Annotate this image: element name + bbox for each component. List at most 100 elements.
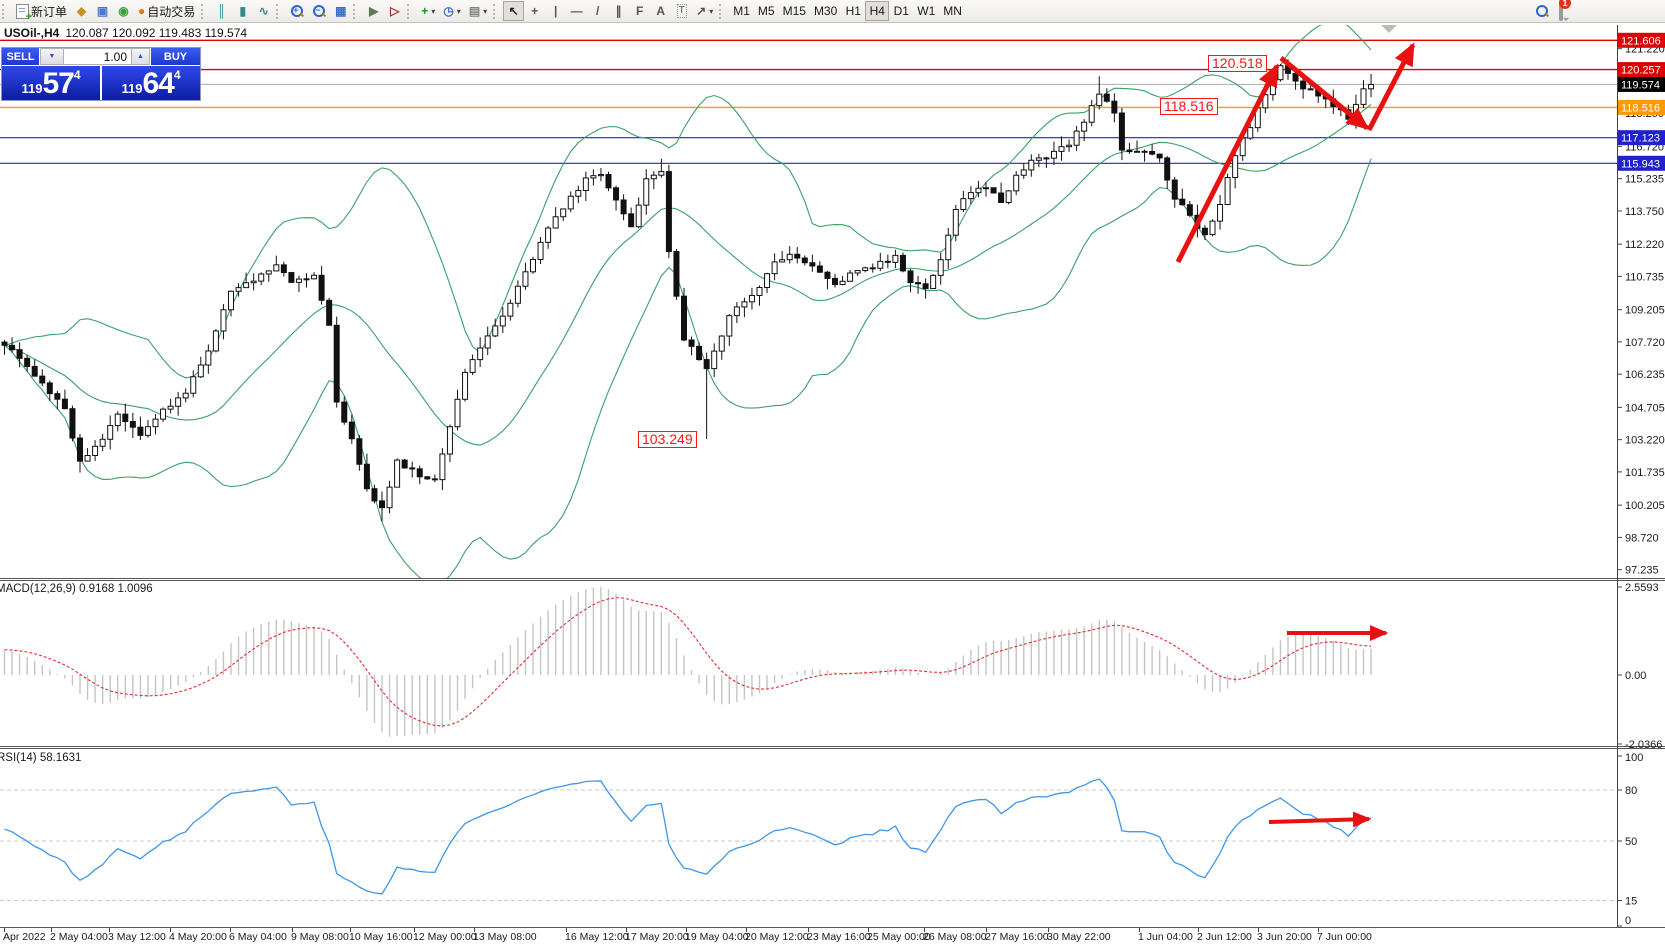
timeframe-m15-button[interactable]: M15 bbox=[779, 1, 810, 21]
auto-scroll-icon: ▶ bbox=[369, 4, 379, 18]
crosshair-button[interactable]: + bbox=[524, 1, 545, 21]
indicators-button[interactable]: + ▾ bbox=[417, 1, 439, 21]
trendline-button[interactable]: / bbox=[587, 1, 608, 21]
rsi-tick-label: 100 bbox=[1625, 752, 1643, 764]
dropdown-caret-icon: ▾ bbox=[483, 6, 488, 16]
chat-button[interactable]: 1 bbox=[1559, 0, 1571, 21]
toolbar-group-chart-type: ║ ▮ ∿ bbox=[199, 0, 274, 22]
price-badge-label: 119.574 bbox=[1621, 79, 1660, 91]
rsi-indicator bbox=[0, 778, 1617, 901]
price-annotation[interactable]: 118.516 bbox=[1160, 98, 1218, 115]
chart-title: USOil-,H4 120.087 120.092 119.483 119.574 bbox=[4, 26, 247, 40]
time-tick-label: 9 May 08:00 bbox=[291, 931, 349, 943]
cursor-icon: ↖ bbox=[508, 4, 519, 18]
timeframe-m30-button[interactable]: M30 bbox=[810, 1, 841, 21]
search-icon[interactable] bbox=[1535, 4, 1549, 18]
cursor-button[interactable]: ↖ bbox=[503, 1, 525, 21]
candlestick-button[interactable]: ▮ bbox=[232, 1, 253, 21]
templates-button[interactable]: ▤ ▾ bbox=[465, 1, 491, 21]
toolbar-grip bbox=[719, 3, 726, 19]
auto-trading-button[interactable]: ● 自动交易 bbox=[134, 1, 199, 21]
timeframe-m1-button[interactable]: M1 bbox=[729, 1, 754, 21]
sell-button[interactable]: SELL bbox=[2, 48, 39, 65]
zoom-in-button[interactable]: + bbox=[286, 1, 308, 21]
timeframe-mn-button[interactable]: MN bbox=[939, 1, 966, 21]
ask-price-sup: 4 bbox=[173, 68, 181, 82]
channel-icon: ∥ bbox=[615, 4, 622, 18]
price-badge-label: 121.606 bbox=[1621, 35, 1661, 47]
price-tick-label: 107.720 bbox=[1625, 337, 1665, 349]
timeframe-d1-button-label: D1 bbox=[893, 4, 909, 18]
horizontal-line-button[interactable]: — bbox=[566, 1, 587, 21]
line-chart-button[interactable]: ∿ bbox=[253, 1, 274, 21]
buy-button[interactable]: BUY bbox=[151, 48, 200, 65]
trend-arrows[interactable] bbox=[1175, 42, 1416, 828]
price-annotation[interactable]: 103.249 bbox=[638, 431, 697, 448]
timeframe-d1-button[interactable]: D1 bbox=[889, 1, 913, 21]
trend-arrow bbox=[1366, 42, 1416, 132]
volume-up-button[interactable]: ▲ bbox=[131, 48, 150, 65]
history-center-button[interactable]: ◆ bbox=[71, 1, 92, 21]
timeframe-w1-button[interactable]: W1 bbox=[913, 1, 939, 21]
time-tick-label: 1 Jun 04:00 bbox=[1138, 931, 1193, 943]
horizontal-levels[interactable] bbox=[0, 39, 1617, 164]
text-label-icon: T bbox=[676, 4, 687, 18]
time-tick-label: 2 Jun 12:00 bbox=[1197, 931, 1252, 943]
time-tick-label: 30 May 22:00 bbox=[1047, 931, 1111, 943]
price-tick-label: 97.235 bbox=[1625, 565, 1659, 577]
toolbar-grip bbox=[407, 3, 414, 19]
ask-price[interactable]: 119 64 4 bbox=[102, 66, 200, 100]
new-order-button[interactable]: 新订单 bbox=[12, 1, 71, 23]
periods-button[interactable]: ◷ ▾ bbox=[439, 1, 465, 21]
timeframe-m5-button[interactable]: M5 bbox=[754, 1, 779, 21]
bar-chart-button[interactable]: ║ bbox=[211, 1, 232, 21]
timeframe-h4-button[interactable]: H4 bbox=[865, 1, 890, 21]
label-button[interactable]: T bbox=[671, 1, 692, 21]
timeframe-m30-button-label: M30 bbox=[813, 4, 838, 18]
zoom-out-button[interactable]: − bbox=[308, 1, 330, 21]
price-tick-label: 109.205 bbox=[1625, 305, 1665, 317]
signals-button[interactable]: ◉ bbox=[113, 1, 134, 21]
price-badges: 121.606 120.257 118.516 117.123 115.943 119.5… bbox=[1618, 32, 1665, 171]
price-badge-label: 118.516 bbox=[1621, 102, 1660, 114]
price-annotation[interactable]: 120.518 bbox=[1208, 55, 1267, 72]
bid-price-sup: 4 bbox=[73, 68, 81, 82]
chart-shift-icon: ▷ bbox=[390, 4, 400, 18]
tile-windows-icon: ▦ bbox=[335, 4, 347, 18]
text-icon: A bbox=[656, 4, 665, 18]
page-plus-icon bbox=[16, 3, 32, 23]
time-tick-label: 4 May 20:00 bbox=[169, 931, 227, 943]
fibonacci-button[interactable]: F bbox=[629, 1, 650, 21]
price-badge-label: 117.123 bbox=[1621, 133, 1660, 145]
chart-shift-button[interactable]: ▷ bbox=[384, 1, 405, 21]
price-tick-label: 112.220 bbox=[1625, 239, 1664, 251]
channel-button[interactable]: ∥ bbox=[608, 1, 629, 21]
timeframe-h1-button[interactable]: H1 bbox=[841, 1, 865, 21]
vertical-line-button[interactable]: | bbox=[545, 1, 566, 21]
price-tick-label: 101.735 bbox=[1625, 467, 1665, 479]
price-axis: 121.220119.735118.250116.720115.235113.7… bbox=[1617, 44, 1665, 577]
crosshair-icon: + bbox=[531, 4, 539, 18]
object-anchor-marker bbox=[1381, 25, 1397, 33]
timeframe-mn-button-label: MN bbox=[943, 4, 962, 18]
ask-price-integer: 119 bbox=[121, 81, 143, 96]
toolbar-group-file: 新订单 ◆ ▣ ◉ ●自动交易 bbox=[0, 0, 199, 23]
time-tick-label: 3 May 12:00 bbox=[108, 931, 166, 943]
time-tick-label: Apr 2022 bbox=[3, 931, 46, 943]
candlesticks bbox=[1, 59, 1375, 522]
arrows-button[interactable]: ↗ ▾ bbox=[692, 1, 717, 21]
chart-window-button[interactable]: ▣ bbox=[92, 1, 113, 21]
bid-price[interactable]: 119 57 4 bbox=[2, 66, 100, 100]
chart-quotes: 120.087 120.092 119.483 119.574 bbox=[65, 26, 248, 40]
auto-scroll-button[interactable]: ▶ bbox=[363, 1, 384, 21]
time-tick-label: 20 May 12:00 bbox=[745, 931, 809, 943]
volume-down-button[interactable]: ▼ bbox=[40, 48, 64, 65]
text-button[interactable]: A bbox=[650, 1, 671, 21]
timeframe-w1-button-label: W1 bbox=[917, 4, 936, 18]
dropdown-caret-icon: ▾ bbox=[431, 6, 436, 16]
tile-windows-button[interactable]: ▦ bbox=[330, 1, 351, 21]
toolbar-group-drawing: ↖ + | — / ∥ F A T ↗ ▾ bbox=[491, 0, 717, 22]
volume-input[interactable]: 1.00 bbox=[64, 48, 131, 65]
macd-tick-label: 0.00 bbox=[1625, 670, 1646, 682]
